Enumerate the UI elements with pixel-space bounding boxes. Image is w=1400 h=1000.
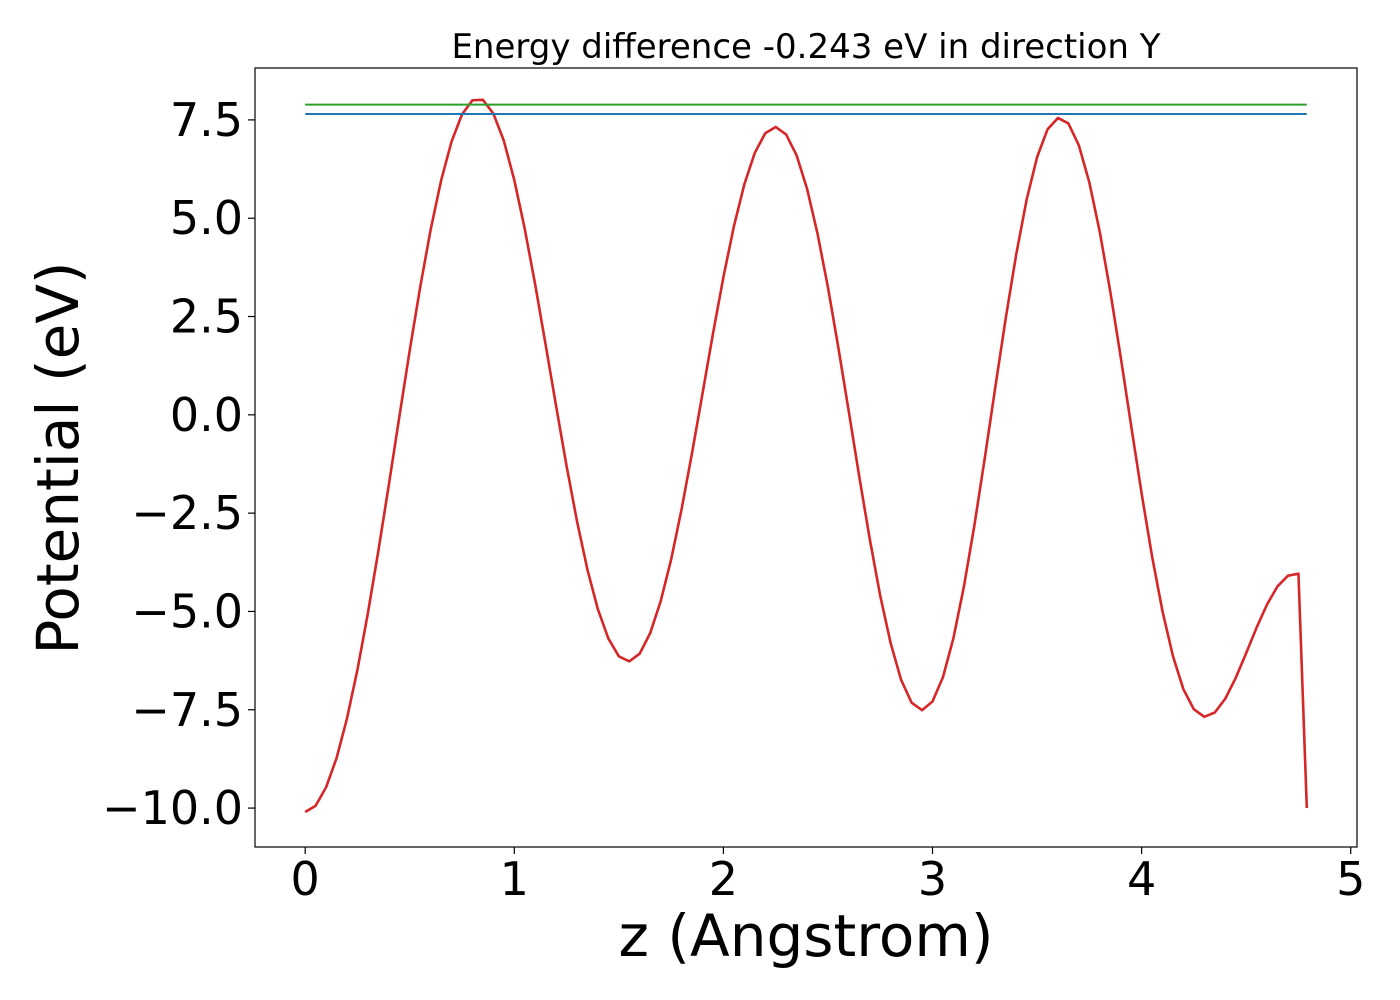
plot-frame xyxy=(254,67,1358,848)
x-tick-label: 5 xyxy=(1336,852,1365,906)
x-tick-label: 1 xyxy=(500,852,529,906)
y-axis-ticks: −10.0 −7.5 −5.0 −2.5 0.0 2.5 5.0 7.5 xyxy=(102,93,255,835)
chart-title: Energy difference -0.243 eV in direction… xyxy=(451,27,1160,67)
x-axis-ticks: 0 1 2 3 4 5 xyxy=(291,847,1365,906)
y-tick-label: −7.5 xyxy=(131,683,243,737)
x-tick-label: 2 xyxy=(709,852,738,906)
y-axis-label: Potential (eV) xyxy=(24,261,92,654)
series-group xyxy=(304,98,1309,814)
x-tick-label: 0 xyxy=(291,852,320,906)
potential-curve xyxy=(304,98,1309,814)
y-tick-label: −5.0 xyxy=(131,584,243,638)
x-axis-label: z (Angstrom) xyxy=(619,902,994,970)
x-tick-label: 4 xyxy=(1127,852,1156,906)
plot-area xyxy=(254,67,1358,848)
y-tick-label: 5.0 xyxy=(170,191,243,245)
y-tick-label: 0.0 xyxy=(170,388,243,442)
y-tick-label: 2.5 xyxy=(170,290,243,344)
y-tick-label: −10.0 xyxy=(102,781,243,835)
y-tick-label: −2.5 xyxy=(131,486,243,540)
x-tick-label: 3 xyxy=(918,852,947,906)
y-tick-label: 7.5 xyxy=(170,93,243,147)
